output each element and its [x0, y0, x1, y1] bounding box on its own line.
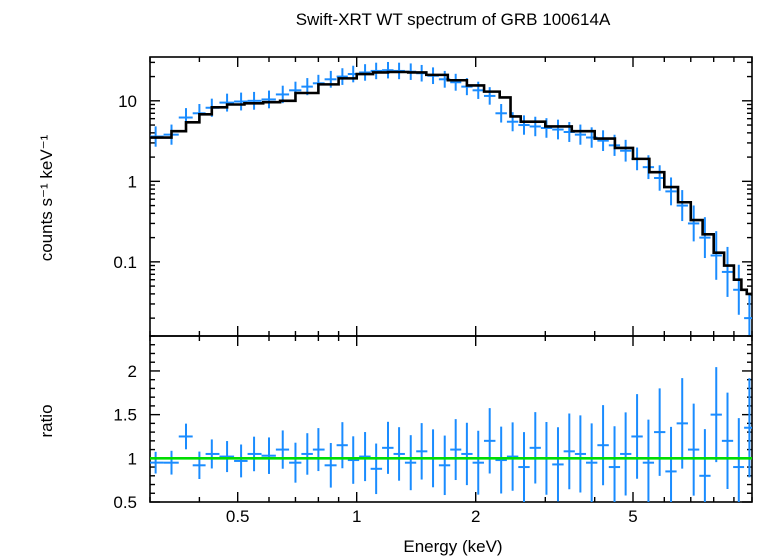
x-tick-label: 2: [471, 507, 480, 526]
lower-y-axis-label: ratio: [37, 404, 56, 437]
x-tick-label: 1: [352, 507, 361, 526]
x-tick-label: 5: [628, 507, 637, 526]
y-tick-label: 10: [118, 92, 137, 111]
y-tick-label: 0.5: [113, 493, 137, 512]
y-tick-label: 1: [128, 172, 137, 191]
plot-frame: [149, 335, 753, 503]
x-axis-label: Energy (keV): [403, 537, 502, 556]
y-tick-label: 1: [128, 449, 137, 468]
y-tick-label: 0.1: [113, 253, 137, 272]
x-tick-label: 0.5: [226, 507, 250, 526]
upper-panel: 0.1 1 10: [113, 56, 753, 337]
upper-y-axis-label: counts s⁻¹ keV⁻¹: [37, 134, 56, 261]
y-tick-label: 1.5: [113, 406, 137, 425]
lower-panel: 0.5 1 2 5 0.5 1 1.5 2: [113, 335, 753, 526]
lower-data-layer: [150, 367, 752, 502]
upper-data-layer: [150, 61, 752, 336]
model-line: [150, 70, 752, 296]
chart-title: Swift-XRT WT spectrum of GRB 100614A: [296, 10, 611, 29]
y-tick-label: 2: [128, 362, 137, 381]
